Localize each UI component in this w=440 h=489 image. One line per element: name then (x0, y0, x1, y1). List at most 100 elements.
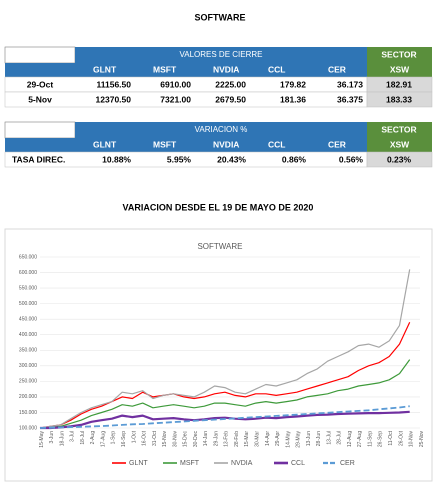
x-tick-label: 28-Feb (234, 431, 240, 447)
cell: 11156.50 (96, 79, 131, 89)
x-tick-label: 15-May (39, 431, 45, 448)
x-tick-label: 13-Jul (326, 431, 332, 445)
cell: 36.375 (337, 94, 363, 104)
series-line (40, 410, 410, 430)
group-header (75, 47, 367, 77)
y-tick-label: 650.000 (19, 254, 37, 260)
group-header (75, 122, 367, 152)
sector-header (367, 122, 432, 152)
x-tick-label: 3-Jul (70, 431, 76, 442)
y-tick-label: 250.000 (19, 379, 37, 385)
x-tick-label: 1-Sep (111, 431, 117, 445)
x-tick-label: 2-Aug (90, 431, 96, 445)
x-tick-label: 29-Jan (213, 431, 219, 447)
x-tick-label: 12-Aug (347, 431, 353, 447)
series-line (39, 405, 410, 429)
group-header-text: VALORES DE CIERRE (180, 50, 263, 59)
column-header: NVDIA (213, 64, 239, 74)
x-tick-label: 15-Mar (244, 431, 250, 447)
y-tick-label: 550.000 (19, 285, 37, 291)
y-tick-label: 100.000 (19, 425, 37, 431)
y-tick-label: 500.000 (19, 301, 37, 307)
legend-label: NVDIA (231, 460, 253, 467)
x-tick-label: 14-Jan (203, 431, 209, 447)
sector-cell (366, 151, 433, 168)
x-tick-label: 13-Feb (224, 431, 230, 447)
cell: 7321.00 (160, 94, 191, 104)
y-tick-label: 600.000 (19, 270, 37, 276)
chart-title: SOFTWARE (197, 242, 242, 251)
x-tick-label: 28-Jun (316, 431, 322, 447)
column-header: XSW (390, 139, 410, 149)
cell: 10.88% (102, 154, 131, 164)
column-header: CER (328, 64, 346, 74)
x-tick-label: 30-Mar (255, 431, 261, 447)
empty-cell (4, 46, 76, 64)
series-line (39, 322, 411, 429)
x-tick-label: 10-Nov (409, 431, 415, 448)
x-tick-label: 28-Jul (337, 431, 343, 445)
cell: 12370.50 (96, 94, 132, 104)
cell: 0.23% (387, 154, 412, 164)
column-header: NVDIA (213, 139, 239, 149)
x-tick-label: 15-Dec (183, 431, 189, 448)
x-tick-label: 26-Oct (398, 430, 404, 446)
header-left (5, 63, 75, 77)
series-line (39, 269, 411, 429)
x-tick-label: 27-Aug (357, 431, 363, 447)
legend-label: CER (340, 460, 355, 467)
x-tick-label: 14-May (285, 431, 291, 448)
y-tick-label: 150.000 (19, 410, 37, 416)
series-line (39, 359, 411, 429)
x-tick-label: 16-Oct (142, 430, 148, 446)
x-tick-label: 17-Aug (100, 431, 106, 447)
column-header: GLNT (93, 64, 117, 74)
cell: 181.36 (280, 94, 306, 104)
sector-header-text: SECTOR (381, 124, 416, 134)
x-tick-label: 18-Jul (80, 431, 86, 445)
column-header: CCL (268, 64, 285, 74)
row-label: 5-Nov (28, 94, 52, 104)
cell: 2225.00 (215, 79, 246, 89)
x-tick-label: 15-Nov (162, 431, 168, 448)
chart-heading: VARIACION DESDE EL 19 DE MAYO DE 2020 (123, 202, 314, 212)
sector-header (367, 47, 432, 77)
sector-cell (366, 91, 433, 108)
x-tick-label: 14-Apr (265, 431, 271, 446)
x-tick-label: 29-Apr (275, 431, 281, 446)
x-tick-label: 11-Sep (367, 431, 373, 447)
sector-header-text: SECTOR (381, 49, 416, 59)
x-tick-label: 26-Sep (378, 431, 384, 447)
x-tick-label: 31-Oct (152, 430, 158, 446)
empty-cell (4, 121, 76, 139)
x-tick-label: 25-Nov (419, 431, 425, 448)
group-header-text: VARIACION % (195, 125, 248, 134)
row-label: 29-Oct (27, 79, 54, 89)
cell: 179.82 (280, 79, 306, 89)
y-tick-label: 400.000 (19, 332, 37, 338)
x-tick-label: 1-Oct (131, 430, 137, 443)
x-tick-label: 18-Jun (59, 431, 65, 447)
x-tick-label: 30-Dec (193, 431, 199, 448)
column-header: XSW (390, 64, 410, 74)
cell: 36.173 (337, 79, 363, 89)
cell: 6910.00 (160, 79, 191, 89)
column-header: MSFT (153, 139, 177, 149)
x-tick-label: 29-May (296, 431, 302, 448)
column-header: GLNT (93, 139, 117, 149)
x-tick-label: 30-Nov (172, 431, 178, 448)
column-header: MSFT (153, 64, 177, 74)
page-title: SOFTWARE (195, 12, 246, 22)
cell: 183.33 (386, 94, 412, 104)
column-header: CCL (268, 139, 285, 149)
row-label: TASA DIREC. (12, 154, 65, 164)
cell: 0.56% (339, 154, 364, 164)
y-tick-label: 450.000 (19, 317, 37, 323)
cell: 182.91 (386, 79, 412, 89)
legend-label: MSFT (180, 460, 200, 467)
x-tick-label: 13-Jun (306, 431, 312, 447)
x-tick-label: 11-Oct (388, 430, 394, 445)
y-tick-label: 300.000 (19, 363, 37, 369)
y-tick-label: 200.000 (19, 394, 37, 400)
